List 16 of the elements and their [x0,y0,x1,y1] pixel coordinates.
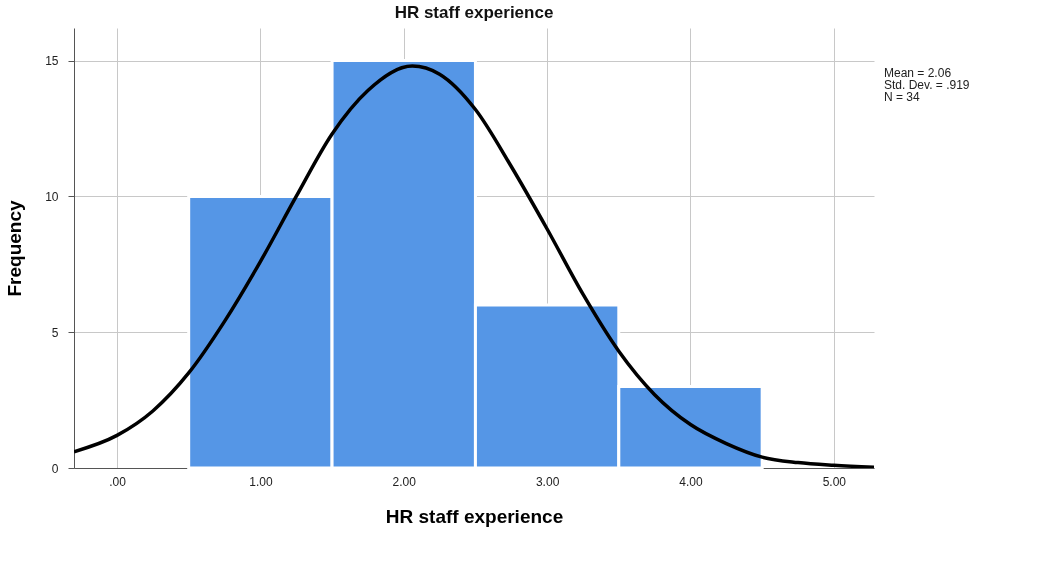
text: N = 34 [884,90,921,104]
y-axis-title: Frequency [4,200,26,297]
y-tick-label: 10 [45,189,59,204]
x-tick-label: 4.00 [679,474,703,489]
x-tick-label: 2.00 [392,474,417,489]
y-tick-label: 15 [45,54,59,69]
x-tick-label: .00 [109,474,127,489]
x-tick-label: 5.00 [822,474,847,489]
y-tick-label: 5 [51,325,59,340]
y-tick-label: 0 [51,461,59,476]
chart-title: HR staff experience [394,3,554,22]
text: Std. Dev. = .919 [884,78,970,92]
text: Mean = 2.06 [884,66,952,80]
x-tick-label: 1.00 [249,474,273,489]
x-axis-title: HR staff experience [385,505,564,527]
x-tick-label: 3.00 [535,474,560,489]
